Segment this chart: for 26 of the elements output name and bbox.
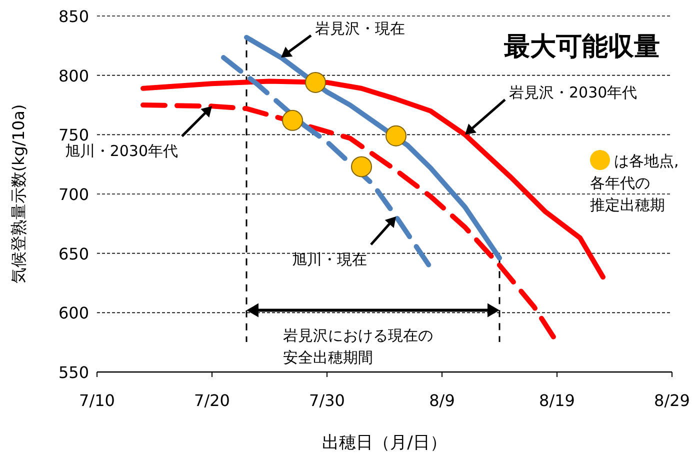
point	[305, 72, 326, 93]
x-tick-label: 8/29	[654, 391, 690, 410]
text: 最大可能収量	[503, 32, 660, 62]
y-tick-label: 700	[58, 185, 89, 204]
y-tick-label: 550	[58, 363, 89, 382]
y-tick-label: 850	[58, 7, 89, 26]
x-tick-label: 8/19	[539, 391, 575, 410]
annotation: 岩見沢・現在	[315, 20, 405, 38]
x-tick-label: 7/20	[194, 391, 230, 410]
y-tick-label: 750	[58, 126, 89, 145]
annotation: 旭川・現在	[292, 250, 367, 269]
x-tick-label: 7/30	[309, 391, 345, 410]
x-axis-title: 出穂日（月/日）	[322, 433, 447, 453]
annotation: 岩見沢・2030年代	[509, 84, 638, 102]
annotation: 旭川・2030年代	[64, 142, 178, 160]
y-tick-label: 600	[58, 304, 89, 323]
y-tick-label: 650	[58, 244, 89, 264]
y-axis-title: 気候登熟量示数(kg/10a)	[9, 104, 28, 284]
point	[351, 156, 372, 178]
legend: は各地点,各年代の推定出穂期	[590, 150, 679, 214]
point	[386, 125, 406, 146]
x-tick-label: 8/9	[429, 391, 455, 410]
point	[282, 110, 303, 131]
y-tick-label: 800	[58, 66, 89, 86]
annotation: 岩見沢における現在の安全出穂期間	[283, 326, 433, 366]
x-tick-label: 7/10	[79, 391, 115, 410]
